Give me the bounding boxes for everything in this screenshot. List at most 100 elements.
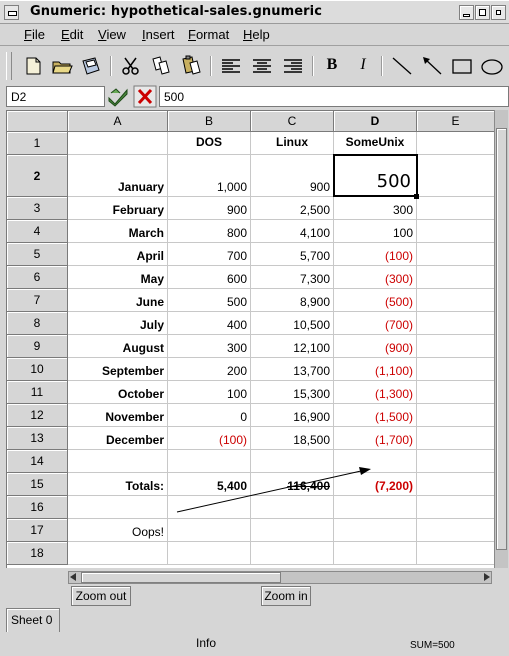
row-header[interactable]: 4 bbox=[7, 220, 68, 243]
scroll-right-arrow-icon[interactable] bbox=[484, 573, 490, 581]
cell-e17[interactable] bbox=[417, 519, 494, 542]
cell-a18[interactable] bbox=[68, 542, 168, 565]
cell-c11[interactable]: 15,300 bbox=[251, 381, 334, 404]
cell-d9[interactable]: (900) bbox=[334, 335, 417, 358]
cell-a16[interactable] bbox=[68, 496, 168, 519]
column-header[interactable]: D bbox=[334, 111, 417, 132]
open-folder-icon[interactable] bbox=[49, 53, 75, 79]
cell-d11[interactable]: (1,300) bbox=[334, 381, 417, 404]
row-header[interactable]: 13 bbox=[7, 427, 68, 450]
rectangle-icon[interactable] bbox=[449, 53, 475, 79]
minimize-icon[interactable] bbox=[459, 5, 474, 20]
cell-e4[interactable] bbox=[417, 220, 494, 243]
row-header[interactable]: 3 bbox=[7, 197, 68, 220]
save-icon[interactable] bbox=[78, 53, 104, 79]
cell-c18[interactable] bbox=[251, 542, 334, 565]
cell-c13[interactable]: 18,500 bbox=[251, 427, 334, 450]
cell-e3[interactable] bbox=[417, 197, 494, 220]
cell-c5[interactable]: 5,700 bbox=[251, 243, 334, 266]
scroll-left-arrow-icon[interactable] bbox=[70, 573, 76, 581]
cell-a1[interactable] bbox=[68, 132, 168, 155]
cell-c7[interactable]: 8,900 bbox=[251, 289, 334, 312]
window-titlebar[interactable]: Gnumeric: hypothetical-sales.gnumeric bbox=[0, 0, 509, 24]
align-left-icon[interactable] bbox=[218, 53, 244, 79]
menu-format[interactable]: Format bbox=[188, 27, 230, 42]
align-right-icon[interactable] bbox=[280, 53, 306, 79]
cell-b10[interactable]: 200 bbox=[168, 358, 251, 381]
cell-c2[interactable]: 900 bbox=[251, 155, 334, 197]
row-header[interactable]: 1 bbox=[7, 132, 68, 155]
cell-c6[interactable]: 7,300 bbox=[251, 266, 334, 289]
cell-a17[interactable]: Oops! bbox=[68, 519, 168, 542]
maximize-icon[interactable] bbox=[475, 5, 490, 20]
menu-file[interactable]: File bbox=[24, 27, 45, 42]
cell-d8[interactable]: (700) bbox=[334, 312, 417, 335]
align-center-icon[interactable] bbox=[249, 53, 275, 79]
cell-e14[interactable] bbox=[417, 450, 494, 473]
cell-b16[interactable] bbox=[168, 496, 251, 519]
menu-view[interactable]: View bbox=[98, 27, 126, 42]
cut-icon[interactable] bbox=[118, 53, 144, 79]
row-header[interactable]: 6 bbox=[7, 266, 68, 289]
cell-b4[interactable]: 800 bbox=[168, 220, 251, 243]
ellipse-icon[interactable] bbox=[479, 53, 507, 79]
zoom-in-button[interactable]: Zoom in bbox=[261, 586, 311, 606]
cell-a11[interactable]: October bbox=[68, 381, 168, 404]
row-header[interactable]: 7 bbox=[7, 289, 68, 312]
cell-e2[interactable] bbox=[417, 155, 494, 197]
paste-icon[interactable] bbox=[178, 53, 204, 79]
cell-c8[interactable]: 10,500 bbox=[251, 312, 334, 335]
horizontal-scrollbar[interactable] bbox=[68, 571, 492, 584]
cell-d4[interactable]: 100 bbox=[334, 220, 417, 243]
row-header[interactable]: 9 bbox=[7, 335, 68, 358]
arrow-icon[interactable] bbox=[419, 53, 445, 79]
line-icon[interactable] bbox=[389, 53, 415, 79]
cell-e15[interactable] bbox=[417, 473, 494, 496]
cell-d5[interactable]: (100) bbox=[334, 243, 417, 266]
cell-reference-input[interactable]: D2 bbox=[6, 86, 105, 107]
cell-e16[interactable] bbox=[417, 496, 494, 519]
column-header[interactable]: B bbox=[168, 111, 251, 132]
vertical-scroll-thumb[interactable] bbox=[496, 128, 507, 550]
row-header[interactable]: 18 bbox=[7, 542, 68, 565]
cell-b2[interactable]: 1,000 bbox=[168, 155, 251, 197]
cell-e10[interactable] bbox=[417, 358, 494, 381]
cell-a10[interactable]: September bbox=[68, 358, 168, 381]
cell-b14[interactable] bbox=[168, 450, 251, 473]
row-header[interactable]: 16 bbox=[7, 496, 68, 519]
tab-sheet-0[interactable]: Sheet 0 bbox=[6, 608, 60, 632]
cell-a14[interactable] bbox=[68, 450, 168, 473]
menu-help[interactable]: Help bbox=[243, 27, 270, 42]
row-header[interactable]: 8 bbox=[7, 312, 68, 335]
cell-a2[interactable]: January bbox=[68, 155, 168, 197]
cell-b12[interactable]: 0 bbox=[168, 404, 251, 427]
cell-b11[interactable]: 100 bbox=[168, 381, 251, 404]
cell-d1[interactable]: SomeUnix bbox=[334, 132, 417, 155]
fill-handle[interactable] bbox=[414, 194, 419, 199]
cell-e7[interactable] bbox=[417, 289, 494, 312]
cell-d16[interactable] bbox=[334, 496, 417, 519]
cell-d13[interactable]: (1,700) bbox=[334, 427, 417, 450]
cell-a6[interactable]: May bbox=[68, 266, 168, 289]
row-header[interactable]: 14 bbox=[7, 450, 68, 473]
cell-d14[interactable] bbox=[334, 450, 417, 473]
accept-check-icon[interactable] bbox=[106, 85, 130, 108]
close-icon[interactable] bbox=[491, 5, 506, 20]
cell-b1[interactable]: DOS bbox=[168, 132, 251, 155]
horizontal-scroll-thumb[interactable] bbox=[81, 572, 281, 583]
cell-d3[interactable]: 300 bbox=[334, 197, 417, 220]
cell-d6[interactable]: (300) bbox=[334, 266, 417, 289]
cell-d10[interactable]: (1,100) bbox=[334, 358, 417, 381]
cell-b5[interactable]: 700 bbox=[168, 243, 251, 266]
cell-e13[interactable] bbox=[417, 427, 494, 450]
row-header[interactable]: 10 bbox=[7, 358, 68, 381]
cell-b6[interactable]: 600 bbox=[168, 266, 251, 289]
row-header[interactable]: 12 bbox=[7, 404, 68, 427]
cell-c17[interactable] bbox=[251, 519, 334, 542]
menu-insert[interactable]: Insert bbox=[142, 27, 175, 42]
cell-d15[interactable]: (7,200) bbox=[334, 473, 417, 496]
cell-c15[interactable]: 116,400 bbox=[251, 473, 334, 496]
cell-c9[interactable]: 12,100 bbox=[251, 335, 334, 358]
window-menu-icon[interactable] bbox=[4, 5, 19, 20]
cell-e18[interactable] bbox=[417, 542, 494, 565]
